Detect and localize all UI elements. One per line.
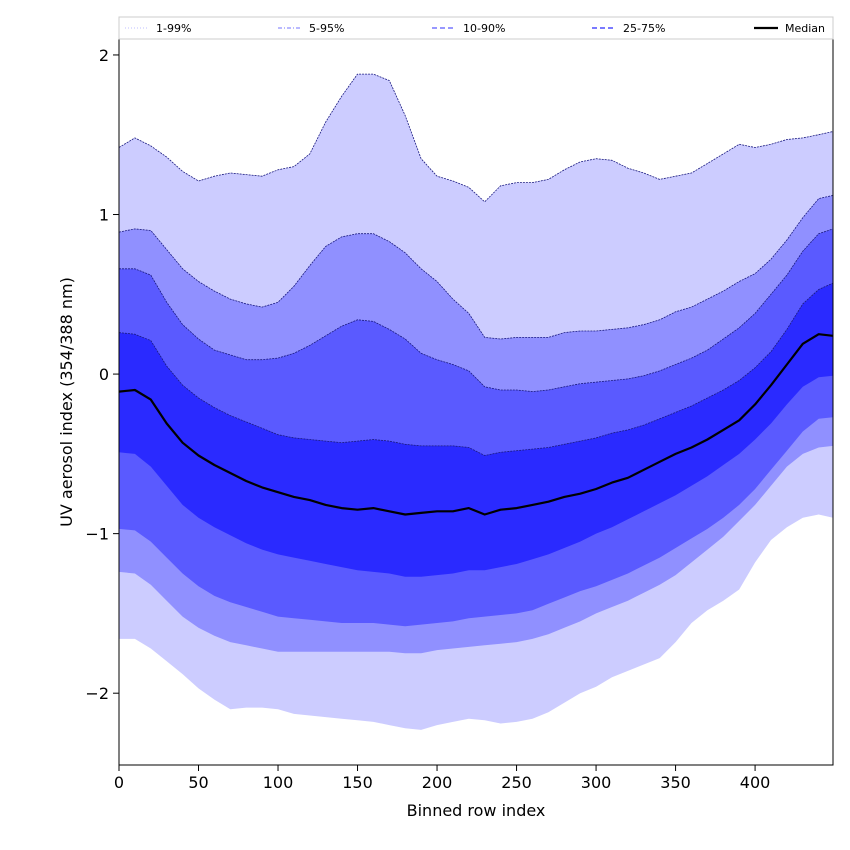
band-edge-5-95 xyxy=(119,195,833,340)
x-tick-label: 50 xyxy=(188,773,208,792)
legend-label-10-90: 10-90% xyxy=(463,22,505,35)
x-tick-label: 250 xyxy=(501,773,532,792)
median-series xyxy=(119,333,833,516)
series-line-median xyxy=(119,333,833,516)
y-axis: −2 −1 0 1 2 xyxy=(85,46,119,703)
x-tick-label: 300 xyxy=(581,773,612,792)
x-tick-label: 400 xyxy=(740,773,771,792)
band-edge-1-99 xyxy=(119,73,833,203)
y-tick-label: 2 xyxy=(99,46,109,65)
x-tick-label: 350 xyxy=(660,773,691,792)
x-tick-label: 200 xyxy=(422,773,453,792)
x-axis-label: Binned row index xyxy=(407,801,546,820)
x-tick-label: 150 xyxy=(342,773,373,792)
x-axis: 0 50 100 150 200 250 300 350 400 xyxy=(114,765,770,792)
legend-box xyxy=(118,16,834,40)
legend-label-1-99: 1-99% xyxy=(156,22,191,35)
y-tick-label: −2 xyxy=(85,684,109,703)
legend-label-5-95: 5-95% xyxy=(309,22,344,35)
band-25-75 xyxy=(119,283,833,577)
band-edge-10-90 xyxy=(119,228,833,393)
x-tick-label: 100 xyxy=(263,773,294,792)
y-tick-label: 1 xyxy=(99,206,109,225)
legend-label-25-75: 25-75% xyxy=(623,22,665,35)
y-axis-label: UV aerosol index (354/388 nm) xyxy=(57,277,76,527)
x-tick-label: 0 xyxy=(114,773,124,792)
legend-label-median: Median xyxy=(785,22,825,35)
y-tick-label: −1 xyxy=(85,525,109,544)
y-tick-label: 0 xyxy=(99,365,109,384)
percentile-bands xyxy=(119,73,833,730)
legend: 1-99% 5-95% 10-90% 25-75% Median xyxy=(118,16,834,40)
band-edge-25-75 xyxy=(119,282,833,456)
plot-area xyxy=(119,73,833,730)
